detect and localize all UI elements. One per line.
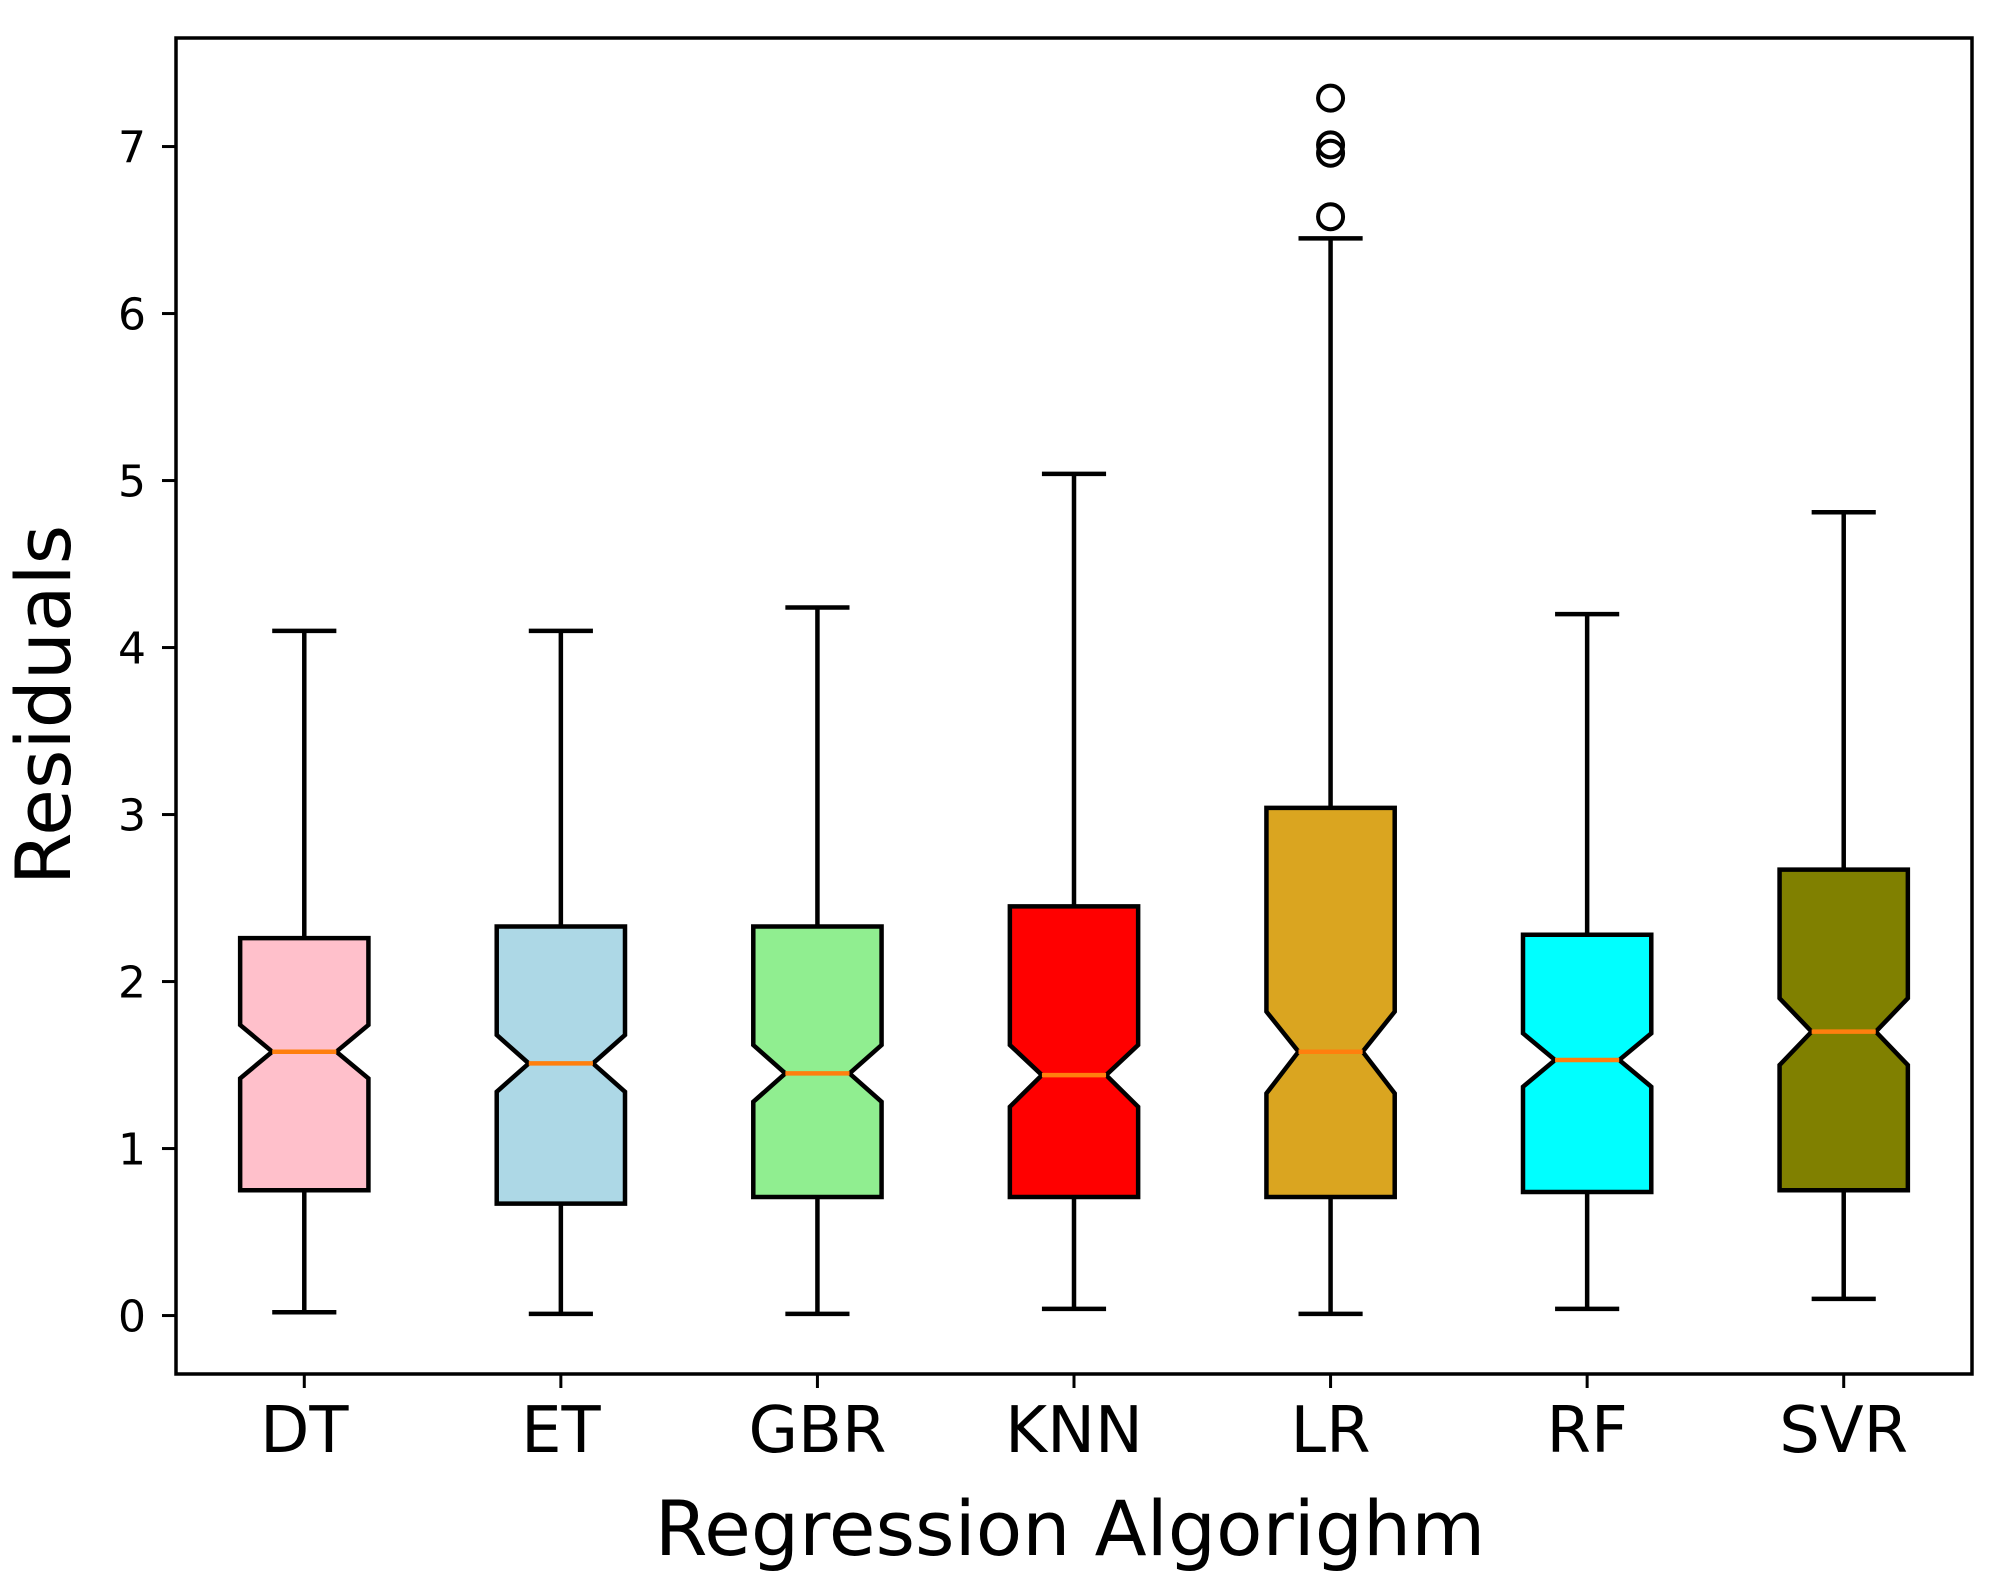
- box-group-rf: [1520, 611, 1654, 1312]
- axes-layer: DT ET GBR KNN LR RF SVR 0 1 2 3 4 5 6 7: [118, 36, 1974, 1468]
- x-tick-label: KNN: [1005, 1394, 1143, 1468]
- x-tick-label: SVR: [1779, 1394, 1908, 1468]
- box-group-gbr: [751, 605, 884, 1317]
- box-group-lr: [1264, 83, 1397, 1317]
- plot-frame: [174, 36, 1974, 1376]
- x-tick-label: RF: [1547, 1394, 1628, 1468]
- y-tick-label: 3: [118, 791, 146, 842]
- box-group-dt: [237, 628, 371, 1315]
- boxes-layer: [237, 83, 1911, 1317]
- box-group-et: [494, 628, 628, 1317]
- outlier-point: [1316, 130, 1346, 160]
- x-axis-label: Regression Algorighm: [655, 1484, 1486, 1573]
- x-tick-label: GBR: [748, 1394, 886, 1468]
- notched-box-gbr: [751, 924, 884, 1200]
- outlier-point: [1316, 138, 1346, 168]
- x-tick-label: ET: [521, 1394, 601, 1468]
- y-tick-label: 1: [118, 1125, 146, 1176]
- y-tick-label: 2: [118, 958, 146, 1009]
- box-group-svr: [1777, 510, 1911, 1302]
- x-tick-label: DT: [260, 1394, 349, 1468]
- notched-box-rf: [1520, 932, 1654, 1195]
- y-tick-label: 6: [118, 290, 146, 341]
- y-tick-label: 7: [118, 123, 146, 174]
- outlier-point: [1316, 83, 1346, 113]
- outlier-point: [1316, 202, 1346, 232]
- notched-box-lr: [1264, 805, 1397, 1200]
- y-axis-label: Residuals: [0, 525, 88, 886]
- y-tick-label: 4: [118, 624, 146, 675]
- notched-box-dt: [237, 935, 371, 1193]
- box-group-knn: [1007, 471, 1141, 1312]
- y-tick-label: 5: [118, 457, 146, 508]
- notched-box-knn: [1007, 904, 1141, 1200]
- x-tick-label: LR: [1291, 1394, 1371, 1468]
- y-tick-label: 0: [118, 1292, 146, 1343]
